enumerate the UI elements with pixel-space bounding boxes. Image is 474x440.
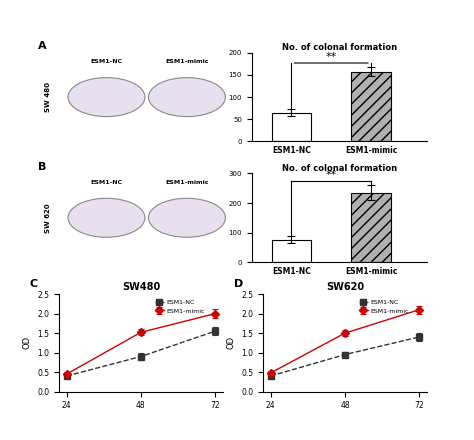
Bar	[351, 72, 391, 141]
Bar	[272, 240, 311, 262]
Text: ESM1-mimic: ESM1-mimic	[165, 59, 209, 64]
Title: No. of colonal formation: No. of colonal formation	[282, 43, 397, 52]
Text: **: **	[326, 52, 337, 62]
Text: A: A	[38, 41, 47, 51]
Circle shape	[148, 77, 226, 117]
Circle shape	[68, 77, 145, 117]
Legend: ESM1-NC, ESM1-mimic: ESM1-NC, ESM1-mimic	[356, 297, 411, 316]
Circle shape	[68, 198, 145, 237]
Bar	[351, 193, 391, 262]
Circle shape	[148, 198, 226, 237]
Text: B: B	[38, 161, 46, 172]
Text: D: D	[234, 279, 243, 289]
Title: SW480: SW480	[122, 282, 160, 292]
Legend: ESM1-NC, ESM1-mimic: ESM1-NC, ESM1-mimic	[152, 297, 207, 316]
Text: **: **	[326, 170, 337, 180]
Text: SW 620: SW 620	[45, 203, 51, 233]
Title: SW620: SW620	[326, 282, 364, 292]
Text: ESM1-mimic: ESM1-mimic	[165, 180, 209, 185]
Title: No. of colonal formation: No. of colonal formation	[282, 164, 397, 172]
Y-axis label: OD: OD	[227, 336, 236, 349]
Text: SW 480: SW 480	[45, 82, 51, 112]
Text: ESM1-NC: ESM1-NC	[91, 59, 123, 64]
Bar	[272, 113, 311, 141]
Text: ESM1-NC: ESM1-NC	[91, 180, 123, 185]
Text: C: C	[30, 279, 38, 289]
Y-axis label: OD: OD	[23, 336, 32, 349]
